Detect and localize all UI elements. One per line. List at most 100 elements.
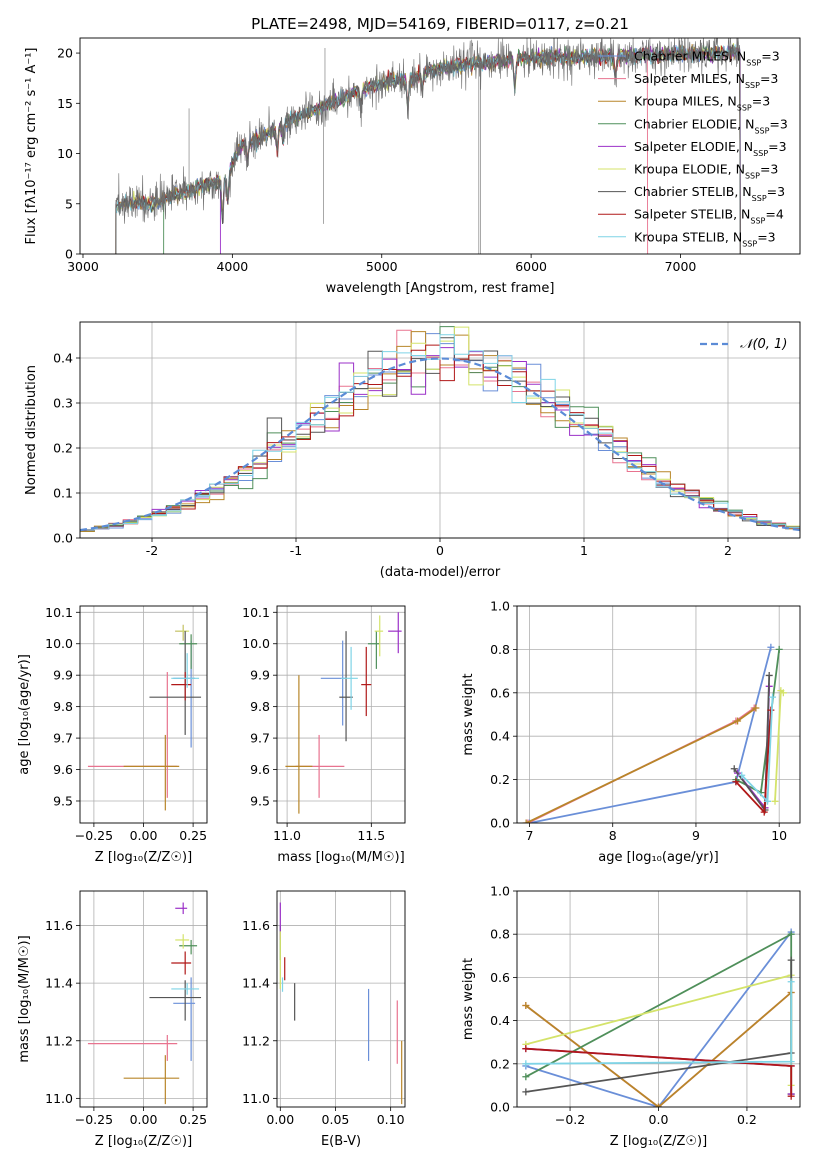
spectrum-legend: Chabrier MILES, NSSP=3 Salpeter MILES, NS… (598, 49, 788, 248)
y-tick-label: 9.8 (53, 699, 73, 714)
y-tick-label: 9.7 (250, 731, 270, 746)
y-axis-label: mass [log₁₀(M/M☉)] (17, 935, 32, 1062)
x-tick-label: −0.25 (75, 828, 113, 843)
errorbar-point (388, 612, 402, 654)
errorbar-point (171, 951, 192, 975)
y-tick-label: 11.6 (45, 918, 73, 933)
mass-weight-marker (522, 1073, 530, 1081)
errorbars (87, 902, 202, 1105)
mass-weight-marker (787, 1092, 795, 1100)
errorbar-point (179, 939, 198, 955)
errorbars (285, 612, 402, 814)
y-tick-label: 0.4 (490, 1013, 510, 1028)
legend-entry: Salpeter MILES, NSSP=3 (634, 71, 778, 90)
y-tick-label: 10.1 (45, 605, 73, 620)
mass-weight-marker (787, 978, 795, 986)
x-tick-label: 0.00 (130, 1112, 158, 1127)
y-tick-label: 9.8 (250, 699, 270, 714)
errorbar-point (285, 675, 313, 814)
x-tick-label: −0.25 (75, 1112, 113, 1127)
mass-weight-marker (779, 689, 787, 697)
y-tick-label: 0.3 (53, 396, 73, 411)
x-axis-label: E(B-V) (321, 1134, 361, 1149)
age-vs-mass-panel: 11.0 11.5 9.5 9.6 9.7 9.8 9.9 10.0 10.1 mass [log… (242, 605, 406, 865)
errorbar-point (149, 980, 202, 1021)
mass-vs-Z-panel: −0.25 0.00 0.25 11.0 11.2 11.4 11.6 Z [log₁₀(Z/… (17, 890, 208, 1149)
legend-entry-subscript: SSP (745, 171, 760, 180)
mass-weight-marker (734, 717, 742, 725)
massweight-vs-Z-panel: −0.2 0.0 0.2 0.0 0.2 0.4 0.6 0.8 1.0 Z [log₁₀(Z/Z… (461, 884, 801, 1149)
y-tick-label: 0.2 (490, 772, 510, 787)
legend-entry: Kroupa ELODIE, NSSP=3 (634, 162, 778, 181)
legend-entry: Chabrier MILES, NSSP=3 (634, 49, 780, 68)
y-tick-label: 1.0 (490, 599, 510, 614)
histograms (80, 326, 800, 533)
errorbar-point (173, 640, 196, 748)
residuals-panel: -2 -1 0 1 2 0.0 0.1 0.2 0.3 0.4 (data-model)/error… (24, 321, 801, 580)
errorbar-point (175, 902, 188, 915)
x-tick-label: 10 (771, 828, 787, 843)
observed-spectrum-line (115, 38, 741, 254)
x-tick-label: 7000 (665, 259, 697, 274)
x-axis-label: (data-model)/error (380, 565, 501, 580)
mass-weight-marker (765, 671, 773, 679)
errorbar-point (367, 631, 380, 669)
age-vs-Z-panel: −0.25 0.00 0.25 9.5 9.6 9.7 9.8 9.9 10.0 10.1 Z [l… (17, 605, 208, 865)
axes-frame (516, 605, 801, 824)
y-tick-label: 11.2 (242, 1033, 270, 1048)
y-tick-label: 0 (65, 247, 73, 262)
y-tick-label: 9.6 (250, 762, 270, 777)
errorbars (87, 624, 202, 811)
x-tick-label: 0 (436, 543, 444, 558)
mass-weight-marker (522, 1045, 530, 1053)
errorbar-point (87, 672, 178, 798)
y-axis-label: Normed distribution (24, 365, 39, 495)
mass-weight-marker (787, 930, 795, 938)
x-tick-label: 1 (580, 543, 588, 558)
x-tick-label: 8 (609, 828, 617, 843)
x-tick-label: 0.00 (266, 1112, 294, 1127)
mass-weight-line (525, 991, 792, 1107)
y-axis-label: age [log₁₀(age/yr)] (17, 654, 32, 775)
errorbar-point (179, 634, 198, 669)
mass-weight-marker (771, 797, 779, 805)
x-tick-label: 0.0 (649, 1112, 669, 1127)
errorbar-point (175, 624, 190, 641)
legend-entry-subscript: SSP (745, 81, 760, 90)
y-tick-label: 11.0 (242, 1091, 270, 1106)
legend-entry-name: Chabrier ELODIE, N (634, 116, 754, 131)
mass-weight-marker (775, 645, 783, 653)
x-tick-label: 11.5 (357, 828, 385, 843)
mass-weight-line (525, 707, 757, 823)
errorbar-point (171, 653, 200, 688)
mass-weight-marker (764, 797, 772, 805)
axes-frame (79, 605, 208, 824)
y-tick-label: 0.1 (53, 486, 73, 501)
y-tick-label: 9.5 (53, 793, 73, 808)
x-tick-label: -2 (146, 543, 158, 558)
y-tick-label: 0.2 (490, 1056, 510, 1071)
y-axis-label: Flux [fλ10⁻¹⁷ erg cm⁻² s⁻¹ A⁻¹] (24, 48, 39, 245)
y-tick-label: 11.2 (45, 1033, 73, 1048)
y-tick-label: 10.0 (45, 636, 73, 651)
y-tick-label: 10 (57, 146, 73, 161)
legend-entry-name: Salpeter STELIB, N (634, 207, 750, 222)
x-axis-label: Z [log₁₀(Z/Z☉)] (610, 1134, 707, 1149)
axes-frame (516, 890, 801, 1108)
legend-entry-count: =3 (768, 139, 786, 154)
x-tick-label: 4000 (216, 259, 248, 274)
legend-entry-subscript: SSP (752, 194, 767, 203)
y-tick-label: 0.4 (490, 729, 510, 744)
y-tick-label: 10.0 (242, 636, 270, 651)
y-tick-label: 0.0 (53, 531, 73, 546)
y-tick-label: 9.9 (53, 668, 73, 683)
mass-weight-marker (522, 1060, 530, 1068)
axes-frame (79, 37, 801, 255)
mass-weight-marker (769, 693, 777, 701)
axes-frame (276, 605, 406, 824)
y-tick-label: 0.4 (53, 351, 73, 366)
weight-lines (522, 928, 795, 1107)
x-tick-label: −0.2 (555, 1112, 585, 1127)
legend-entry-count: =3 (752, 94, 770, 109)
